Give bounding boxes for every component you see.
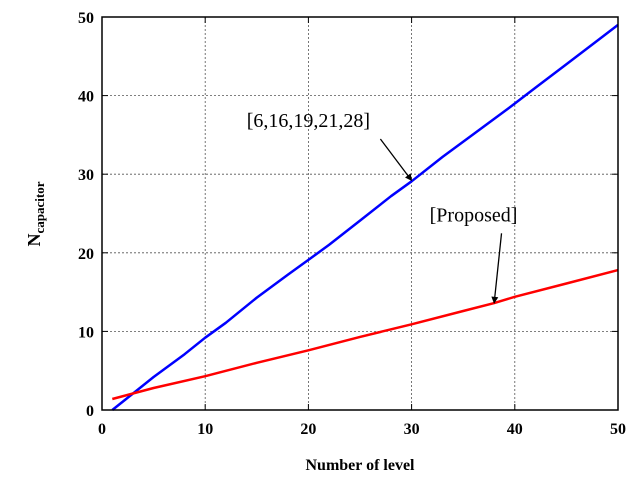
annotation-label-2: [Proposed]	[430, 204, 518, 226]
x-tick-label: 30	[404, 421, 420, 438]
annotation-label-1: [6,16,19,21,28]	[247, 110, 370, 132]
ticks: 0 10 20 30 40 50 0 10 20 30 40 50	[78, 10, 626, 438]
x-tick-label: 10	[197, 421, 213, 438]
annotations: [6,16,19,21,28] [Proposed]	[247, 110, 518, 304]
y-tick-label: 10	[78, 324, 94, 341]
annotation-arrow-2	[491, 233, 503, 304]
y-tick-label: 40	[78, 89, 94, 106]
y-tick-label: 50	[78, 10, 94, 27]
x-axis-label: Number of level	[305, 457, 415, 474]
grid	[102, 17, 618, 410]
y-tick-label: 0	[86, 403, 94, 420]
series-layer	[111, 23, 619, 411]
annotation-arrow-1	[379, 138, 413, 182]
x-tick-label: 40	[507, 421, 523, 438]
y-axis-label: Ncapacitor	[24, 181, 47, 246]
x-tick-label: 20	[300, 421, 316, 438]
series-line-1	[111, 23, 619, 411]
x-tick-label: 50	[610, 421, 626, 438]
series-line-2	[111, 268, 619, 401]
y-axis-label-main: N	[24, 233, 44, 246]
y-axis-label-sub: capacitor	[32, 181, 47, 233]
y-tick-label: 20	[78, 246, 94, 263]
y-tick-label: 30	[78, 167, 94, 184]
x-tick-label: 0	[98, 421, 106, 438]
plot-frame	[101, 16, 619, 411]
